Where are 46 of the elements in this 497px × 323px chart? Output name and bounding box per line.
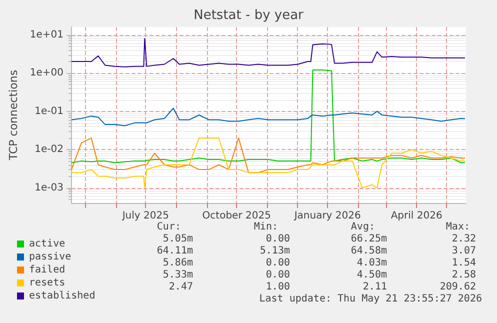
y-tick-label: 1e-03 xyxy=(34,182,64,194)
text: Last update: Thu May 21 23:55:27 2026 xyxy=(259,294,482,304)
legend-label: passive xyxy=(29,252,72,262)
line-series xyxy=(71,70,466,164)
text: 0.00 xyxy=(266,258,290,268)
legend-label: failed xyxy=(29,264,66,276)
text: 2.58 xyxy=(452,270,476,280)
text: 4.03m xyxy=(356,258,387,268)
y-tick-label: 1e+00 xyxy=(30,68,64,79)
line-series xyxy=(71,38,466,68)
legend-label: resets xyxy=(29,278,66,288)
chart-title: Netstat - by year xyxy=(194,8,304,23)
text: 2.32 xyxy=(452,234,476,244)
text: 5.13m xyxy=(260,246,290,256)
line-series xyxy=(71,108,466,126)
text: 64.58m xyxy=(350,246,387,256)
text: 5.33m xyxy=(162,270,193,280)
x-tick-label: January 2026 xyxy=(293,210,361,222)
text: 1.00 xyxy=(266,282,290,292)
text: 209.62 xyxy=(440,282,476,292)
text: Min: xyxy=(254,222,278,232)
x-tick-label: October 2025 xyxy=(202,210,271,222)
text: 66.25m xyxy=(350,234,387,244)
y-tick-label: 1e-01 xyxy=(34,106,64,117)
y-tick-label: 1e-02 xyxy=(34,144,64,156)
text: 5.86m xyxy=(162,258,193,268)
legend-label: active xyxy=(29,238,66,250)
text: Max: xyxy=(446,222,470,232)
y-tick-label: 1e+01 xyxy=(30,29,64,40)
text: 4.50m xyxy=(356,270,387,280)
text: 0.00 xyxy=(266,234,290,244)
text: 64.11m xyxy=(156,246,193,256)
text: 5.05m xyxy=(162,234,193,244)
x-tick-label: April 2026 xyxy=(390,210,442,222)
line-series xyxy=(71,138,466,188)
line-series xyxy=(71,138,466,174)
text: 2.11 xyxy=(362,282,387,292)
text: 0.00 xyxy=(266,270,290,280)
x-tick-label: July 2025 xyxy=(121,210,169,222)
text: 2.47 xyxy=(168,282,193,292)
legend-label: established xyxy=(29,290,96,302)
text: 3.07 xyxy=(452,246,476,256)
text: Avg: xyxy=(350,222,375,232)
text: 1.54 xyxy=(452,258,476,268)
text: Cur: xyxy=(156,222,181,232)
y-axis-title: TCP connections xyxy=(7,70,20,162)
